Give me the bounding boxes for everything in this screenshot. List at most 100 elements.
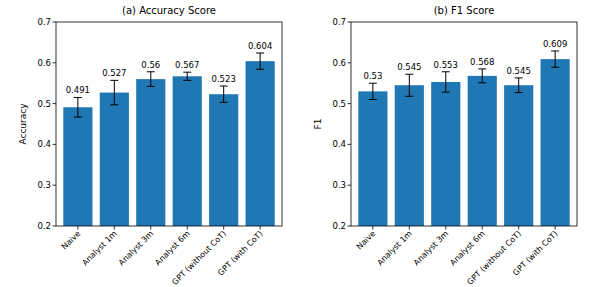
bar [395, 85, 424, 226]
bar [358, 91, 387, 226]
bar [209, 94, 238, 226]
y-tick [53, 226, 57, 227]
y-axis-label: F1 [313, 119, 323, 130]
y-tick-label: 0.3 [37, 180, 51, 190]
frame [56, 22, 282, 226]
y-axis-label: Accuracy [18, 103, 28, 145]
bar [431, 82, 460, 226]
bar [504, 85, 533, 226]
error-bar [442, 72, 450, 92]
data-label: 0.527 [102, 68, 126, 78]
y-tick-label: 0.2 [37, 221, 51, 231]
bar [63, 107, 92, 226]
error-line [77, 97, 78, 117]
x-tick [77, 226, 78, 230]
error-line [555, 51, 556, 67]
marks [358, 51, 569, 226]
data-label: 0.553 [434, 60, 458, 70]
error-cap [183, 72, 191, 73]
error-bar [369, 83, 377, 99]
error-cap [551, 50, 559, 51]
x-tick [555, 226, 556, 230]
y-tick [348, 62, 352, 63]
y-tick [348, 103, 352, 104]
error-line [482, 69, 483, 83]
x-tick-label: Analyst 1m [80, 229, 118, 267]
y-tick-label: 0.6 [332, 58, 346, 68]
error-bar [515, 78, 523, 93]
error-line [372, 83, 373, 99]
x-tick-label: Naive [60, 229, 83, 252]
error-line [409, 74, 410, 96]
data-label: 0.545 [397, 62, 421, 72]
x-tick-label: Analyst 6m [153, 229, 191, 267]
data-label: 0.523 [212, 74, 236, 84]
error-cap [183, 80, 191, 81]
y-tick-label: 0.6 [37, 58, 51, 68]
error-cap [442, 71, 450, 72]
data-label: 0.53 [363, 71, 382, 81]
y-tick-label: 0.7 [332, 17, 346, 27]
error-line [114, 80, 115, 104]
error-cap [220, 86, 228, 87]
title: (b) F1 Score [434, 5, 495, 16]
error-cap [74, 117, 82, 118]
error-cap [515, 92, 523, 93]
y-tick [53, 103, 57, 104]
error-line [223, 86, 224, 102]
x-tick [223, 226, 224, 230]
error-bar [405, 74, 413, 96]
error-cap [478, 68, 486, 69]
error-bar [74, 97, 82, 117]
y-tick-label: 0.4 [37, 139, 51, 149]
data-label: 0.491 [66, 85, 90, 95]
data-label: 0.56 [141, 60, 160, 70]
x-tick-label: GPT (with CoT) [216, 229, 264, 277]
y-tick [348, 226, 352, 227]
error-cap [369, 83, 377, 84]
bar [246, 61, 275, 226]
y-tick [348, 22, 352, 23]
data-label: 0.609 [543, 39, 567, 49]
marks [63, 53, 274, 226]
error-line [445, 72, 446, 92]
error-cap [110, 104, 118, 105]
x-tick [260, 226, 261, 230]
x-tick [482, 226, 483, 230]
panel: 0.4910.5270.560.5670.5230.6040.20.30.40.… [18, 5, 282, 287]
error-cap [110, 80, 118, 81]
error-line [260, 53, 261, 69]
y-tick-label: 0.5 [37, 99, 51, 109]
error-cap [74, 97, 82, 98]
data-label: 0.604 [248, 41, 272, 51]
bar [136, 79, 165, 226]
y-tick-label: 0.5 [332, 99, 346, 109]
bar [173, 76, 202, 226]
error-bar [256, 53, 264, 69]
bar [468, 76, 497, 226]
error-cap [369, 99, 377, 100]
x-tick-label: Analyst 1m [375, 229, 413, 267]
error-cap [147, 71, 155, 72]
x-tick [114, 226, 115, 230]
x-tick [518, 226, 519, 230]
error-bar [183, 72, 191, 80]
x-tick [150, 226, 151, 230]
error-cap [405, 74, 413, 75]
y-tick [53, 62, 57, 63]
figure: 0.4910.5270.560.5670.5230.6040.20.30.40.… [0, 0, 594, 287]
error-cap [442, 92, 450, 93]
bar [541, 59, 570, 226]
x-tick-label: GPT (without CoT) [465, 229, 523, 287]
error-cap [405, 96, 413, 97]
error-line [518, 78, 519, 93]
y-tick [348, 144, 352, 145]
data-label: 0.545 [507, 66, 531, 76]
x-tick-label: Analyst 3m [117, 229, 155, 267]
x-tick-label: GPT (without CoT) [170, 229, 228, 287]
error-bar [478, 69, 486, 83]
x-tick [445, 226, 446, 230]
x-tick-label: Naive [355, 229, 378, 252]
error-bar [551, 51, 559, 67]
x-tick-label: GPT (with CoT) [511, 229, 559, 277]
